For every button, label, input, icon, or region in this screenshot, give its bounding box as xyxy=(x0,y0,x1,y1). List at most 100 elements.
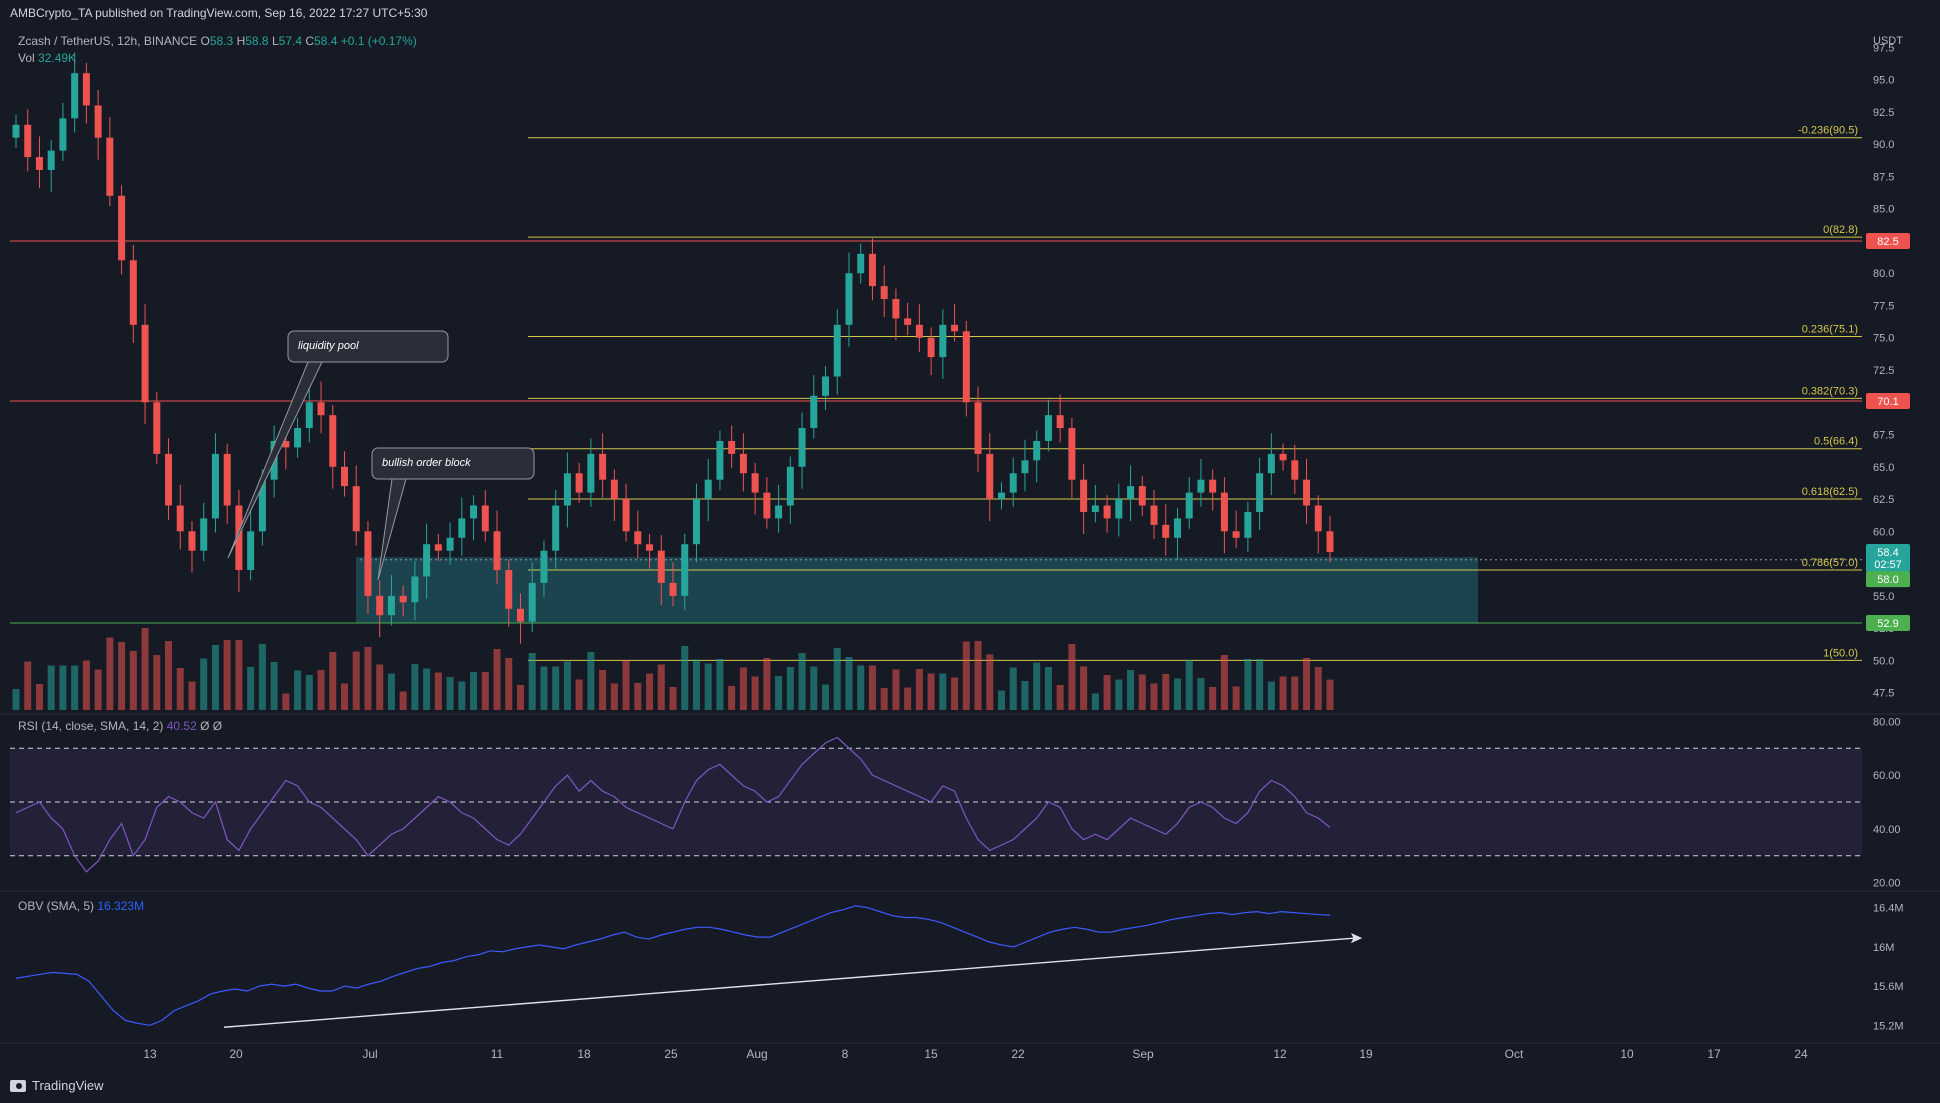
price-axis-label: 52.9 xyxy=(1877,618,1898,630)
symbol-label[interactable]: Zcash / TetherUS, 12h, BINANCE xyxy=(18,34,198,48)
obv-label[interactable]: OBV (SMA, 5) xyxy=(18,899,95,913)
volume-bar xyxy=(1091,693,1099,710)
x-tick-label: Aug xyxy=(746,1047,767,1061)
volume-bar xyxy=(528,653,536,710)
volume-bar xyxy=(1009,667,1017,710)
volume-bar xyxy=(1173,678,1181,710)
volume-bar xyxy=(188,681,196,710)
volume-label[interactable]: Vol xyxy=(18,51,35,65)
volume-bar xyxy=(258,644,266,710)
publish-header: AMBCrypto_TA published on TradingView.co… xyxy=(10,6,427,20)
volume-bar xyxy=(845,657,853,710)
x-tick-label: Jul xyxy=(362,1047,377,1061)
volume-bar xyxy=(1303,658,1311,710)
x-tick-label: 18 xyxy=(577,1047,591,1061)
candle-body xyxy=(1185,492,1193,519)
rsi-line xyxy=(15,736,1331,873)
rsi-label[interactable]: RSI (14, close, SMA, 14, 2) xyxy=(18,719,164,733)
volume-bar xyxy=(775,676,783,710)
rsi-tick-label: 80.00 xyxy=(1873,716,1901,728)
candle-body xyxy=(1291,460,1299,480)
candle-body xyxy=(939,324,947,358)
published-text: AMBCrypto_TA published on TradingView.co… xyxy=(10,6,428,20)
candle-body xyxy=(505,570,513,609)
candle-body xyxy=(1044,415,1052,441)
volume-bar xyxy=(1267,681,1275,710)
candle-body xyxy=(1033,440,1041,461)
volume-bar xyxy=(470,672,478,710)
volume-bar xyxy=(810,666,818,710)
candle-body xyxy=(223,453,231,506)
obv-line xyxy=(15,905,1331,1026)
volume-bar xyxy=(599,670,607,710)
volume-bar xyxy=(739,667,747,710)
volume-bar xyxy=(868,665,876,710)
candle-body xyxy=(646,544,654,551)
candle-body xyxy=(423,544,431,577)
volume-bar xyxy=(1103,675,1111,710)
y-tick-label: 95.0 xyxy=(1873,75,1894,87)
liquidity-pool-annotation-box xyxy=(287,330,449,363)
volume-bar xyxy=(563,661,571,710)
volume-bar xyxy=(94,669,102,710)
candle-body xyxy=(728,440,736,454)
candle-body xyxy=(376,595,384,616)
volume-bar xyxy=(47,665,55,710)
candle-body xyxy=(59,118,67,151)
fib-level-label: -0.236(90.5) xyxy=(1798,125,1858,137)
volume-bar xyxy=(1150,683,1158,710)
candle-body xyxy=(1267,453,1275,474)
high-label: H xyxy=(236,34,246,48)
candle-body xyxy=(927,337,935,358)
candle-body xyxy=(12,124,20,138)
volume-legend: Vol 32.49K xyxy=(18,51,76,65)
candle-body xyxy=(634,531,642,545)
candle-body xyxy=(822,376,830,396)
rsi-value: 40.52 xyxy=(166,719,197,733)
candle-body xyxy=(71,73,79,119)
y-tick-label: 77.5 xyxy=(1873,300,1894,312)
candle-body xyxy=(188,531,196,551)
volume-bar xyxy=(211,645,219,710)
candle-body xyxy=(563,473,571,506)
candle-body xyxy=(599,453,607,480)
x-tick-label: 25 xyxy=(664,1047,678,1061)
rsi-band-fill xyxy=(10,748,1862,856)
x-tick-label: 8 xyxy=(842,1047,849,1061)
candle-body xyxy=(1220,492,1228,532)
volume-bar xyxy=(951,677,959,710)
volume-bar xyxy=(24,661,32,710)
candle-body xyxy=(129,260,137,325)
candle-body xyxy=(880,286,888,300)
obv-trendline-arrow-icon xyxy=(1350,933,1363,944)
candle-body xyxy=(1150,505,1158,525)
candle-body xyxy=(1068,428,1076,480)
volume-bar xyxy=(1115,679,1123,710)
volume-bar xyxy=(282,693,290,710)
x-tick-label: 13 xyxy=(143,1047,157,1061)
candle-body xyxy=(1091,505,1099,512)
price-axis-label-box xyxy=(1866,571,1910,588)
candle-body xyxy=(833,324,841,377)
volume-bar xyxy=(434,672,442,710)
candle-body xyxy=(24,124,32,158)
candle-body xyxy=(470,505,478,519)
y-tick-label: 75.0 xyxy=(1873,333,1894,345)
candle-body xyxy=(94,105,102,138)
volume-bar xyxy=(176,668,184,710)
candle-body xyxy=(540,550,548,583)
candle-body xyxy=(294,428,302,448)
volume-bar xyxy=(1220,655,1228,710)
candle-body xyxy=(998,492,1005,500)
volume-bar xyxy=(1162,674,1170,710)
x-tick-label: Sep xyxy=(1132,1047,1154,1061)
candle-body xyxy=(1279,453,1287,461)
candle-body xyxy=(528,582,536,622)
close-value: 58.4 xyxy=(314,34,338,48)
price-axis-label: 82.5 xyxy=(1877,236,1898,248)
volume-bar xyxy=(493,649,501,710)
y-tick-label: 47.5 xyxy=(1873,688,1894,700)
x-tick-label: 22 xyxy=(1011,1047,1025,1061)
volume-bar xyxy=(1244,659,1252,710)
